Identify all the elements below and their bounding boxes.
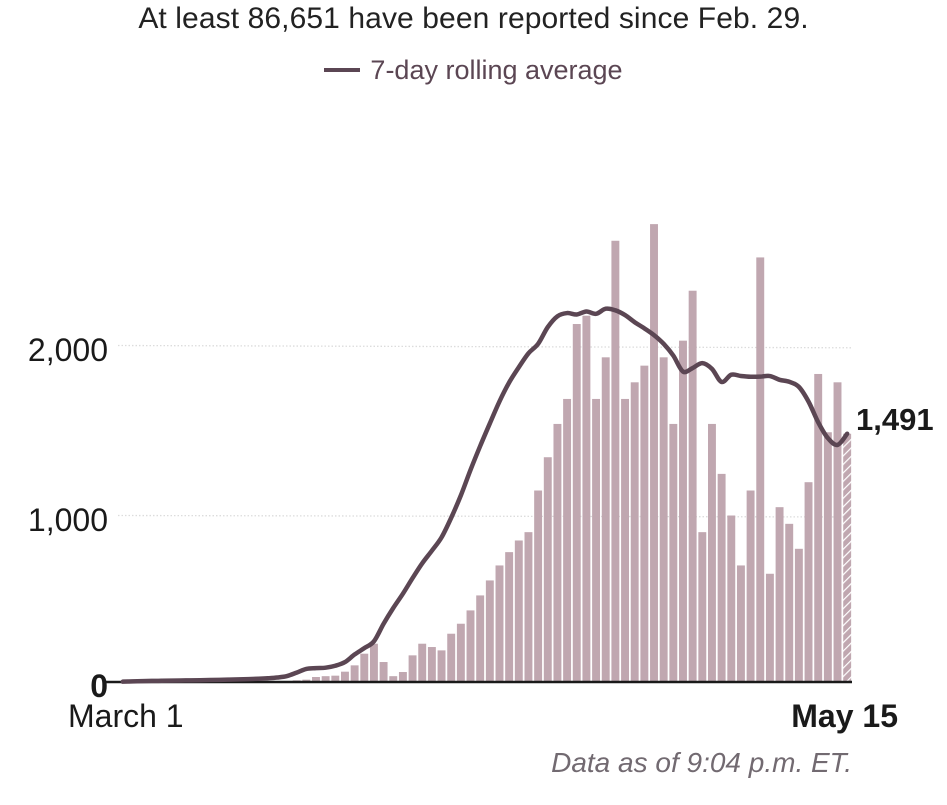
svg-text:March 1: March 1 xyxy=(68,698,184,734)
svg-text:May 15: May 15 xyxy=(791,698,898,734)
svg-text:1,491: 1,491 xyxy=(856,402,934,437)
svg-text:1,000: 1,000 xyxy=(28,502,108,538)
svg-text:2,000: 2,000 xyxy=(28,332,108,368)
